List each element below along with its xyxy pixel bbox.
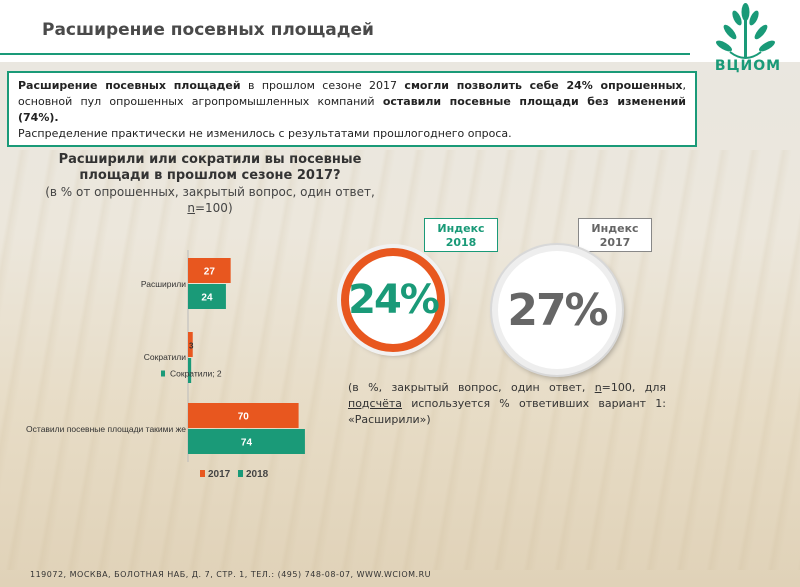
question-title: Расширили или сократили вы посевные площ… (58, 152, 362, 183)
label-marker-2018 (161, 370, 165, 377)
note-n: n (594, 381, 602, 394)
note-text-3: используется % ответивших вариант 1: «Ра… (348, 397, 666, 426)
question-subtitle-post: =100) (194, 201, 233, 215)
index-2017-label: Индекс 2017 (578, 218, 652, 252)
legend-label-2017: 2017 (208, 469, 231, 480)
page-title: Расширение посевных площадей (42, 20, 374, 40)
data-label: 27 (204, 267, 216, 278)
legend-label-2018: 2018 (246, 469, 269, 480)
bar-2017-0 (188, 258, 231, 283)
wciom-logo-icon (716, 3, 775, 59)
summary-box: Расширение посевных площадей в прошлом с… (7, 71, 697, 147)
data-label: 24 (201, 293, 213, 304)
bar-2018-2 (188, 429, 305, 454)
footer-address: 119072, МОСКВА, БОЛОТНАЯ НАБ, Д. 7, СТР.… (30, 570, 431, 579)
bar-2017-2 (188, 403, 299, 428)
summary-text-1: в прошлом сезоне 2017 (240, 79, 405, 92)
note-text-1: (в %, закрытый вопрос, один ответ, (348, 381, 595, 394)
logo-text: ВЦИОМ (714, 58, 782, 74)
index-2018-value: 24% (348, 277, 440, 323)
summary-text-2: , основной пул опрошенных агропромышленн… (18, 79, 687, 108)
index-2018-label: Индекс 2018 (424, 218, 498, 252)
bar-chart: Расширили Сократили Оставили посевные площ… (26, 250, 305, 480)
data-label: Сократили; 2 (170, 369, 222, 379)
legend-swatch-2018 (238, 470, 243, 477)
note-text-2: =100, для (601, 381, 666, 394)
data-label: 70 (238, 412, 250, 423)
index-2018-circle: 24% (341, 248, 445, 352)
summary-bold-1: Расширение посевных площадей (18, 79, 241, 92)
bar-2018-1 (188, 358, 192, 383)
category-label: Оставили посевные площади такими же (26, 424, 186, 434)
wheat-background (0, 150, 800, 570)
index-note: (в %, закрытый вопрос, один ответ, n=100… (348, 380, 666, 428)
index-2017-value: 27% (507, 284, 608, 336)
summary-bold-3: оставили посевные площади без изменений … (18, 95, 687, 124)
index-2017-circle: 27% (492, 245, 622, 375)
summary-paragraph-2: Распределение практически не изменилось … (18, 127, 512, 140)
question-subtitle-pre: (в % от опрошенных, закрытый вопрос, оди… (45, 185, 375, 199)
summary-bold-2: смогли позволить себе 24% опрошенных (404, 79, 683, 92)
bar-2018-0 (188, 284, 226, 309)
data-label: 3 (189, 342, 194, 351)
question-subtitle: (в % от опрошенных, закрытый вопрос, оди… (30, 184, 390, 216)
question-subtitle-n: n (187, 201, 195, 215)
legend-swatch-2017 (200, 470, 205, 477)
category-label: Сократили (144, 352, 186, 362)
header-divider (0, 53, 690, 55)
header-background (0, 0, 800, 62)
bar-2017-1 (188, 332, 193, 357)
summary-paragraph-1: Расширение посевных площадей в прошлом с… (18, 78, 686, 126)
note-podscheta: подсчёта (348, 397, 402, 410)
category-label: Расширили (141, 279, 186, 289)
data-label: 74 (241, 438, 253, 449)
